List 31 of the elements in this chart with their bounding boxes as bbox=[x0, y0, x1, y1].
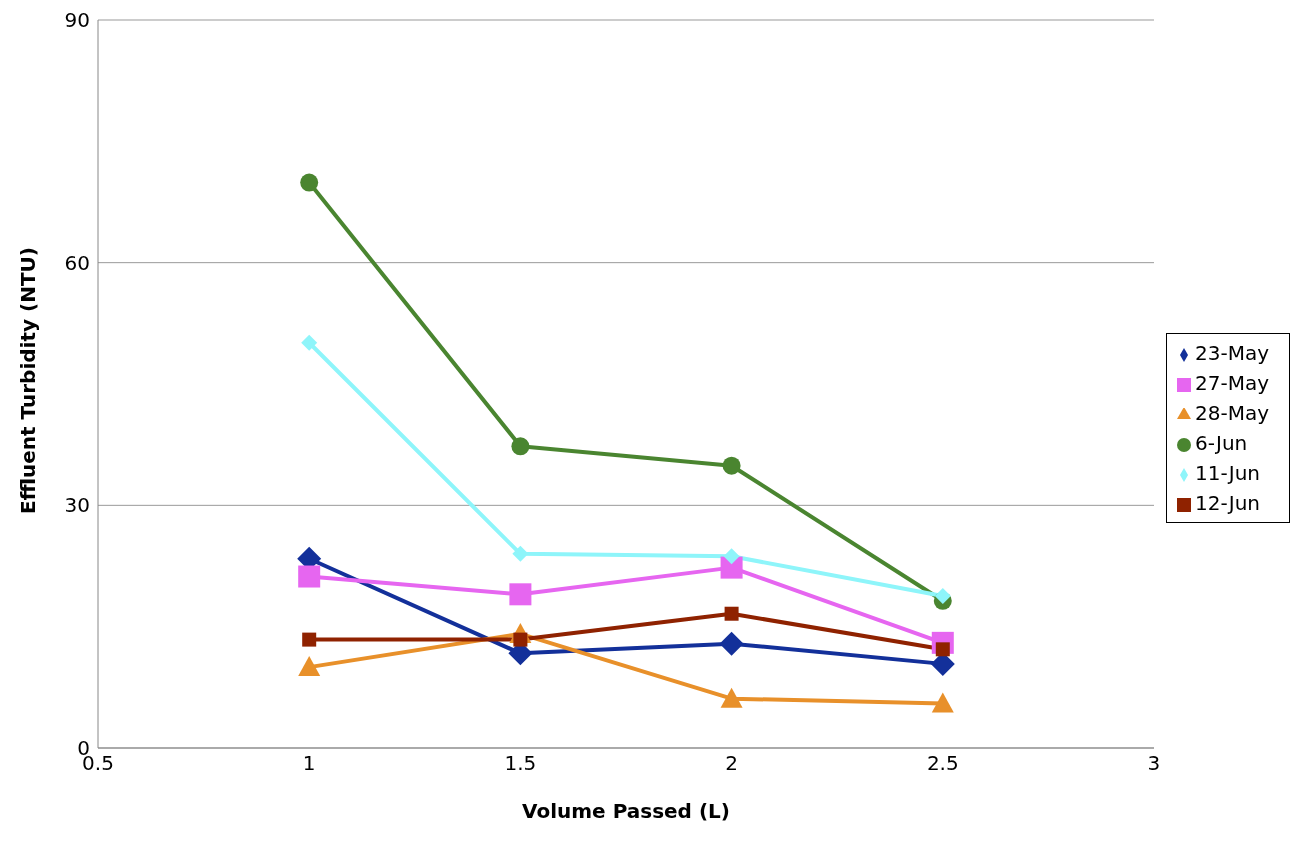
point bbox=[300, 173, 319, 192]
point bbox=[931, 692, 954, 713]
x-tick-label: 1.5 bbox=[504, 751, 537, 776]
legend-label: 12-Jun bbox=[1194, 491, 1261, 515]
point bbox=[511, 437, 530, 456]
legend-label: 11-Jun bbox=[1194, 461, 1261, 485]
point bbox=[512, 545, 529, 562]
x-tick-label: 2.5 bbox=[926, 751, 959, 776]
point bbox=[509, 583, 532, 606]
point bbox=[301, 334, 318, 351]
legend-label: 23-May bbox=[1194, 341, 1269, 365]
x-axis-title: Volume Passed (L) bbox=[522, 799, 730, 823]
point bbox=[302, 632, 317, 647]
y-tick-label: 60 bbox=[64, 250, 90, 275]
x-tick-label: 1 bbox=[302, 751, 316, 776]
point bbox=[298, 656, 321, 677]
legend-label: 27-May bbox=[1194, 371, 1269, 395]
point bbox=[723, 548, 740, 565]
point bbox=[719, 631, 744, 656]
point bbox=[722, 456, 741, 475]
x-tick-label: 3 bbox=[1147, 751, 1161, 776]
point bbox=[298, 565, 321, 588]
point bbox=[724, 606, 739, 621]
point bbox=[934, 587, 951, 604]
x-tick-label: 2 bbox=[725, 751, 738, 776]
y-axis-title: Effluent Turbidity (NTU) bbox=[16, 247, 41, 514]
point bbox=[720, 687, 743, 708]
legend-label: 28-May bbox=[1194, 401, 1269, 425]
y-tick-label: 90 bbox=[64, 8, 90, 33]
y-tick-label: 30 bbox=[64, 493, 90, 518]
legend-label: 6-Jun bbox=[1194, 431, 1248, 455]
